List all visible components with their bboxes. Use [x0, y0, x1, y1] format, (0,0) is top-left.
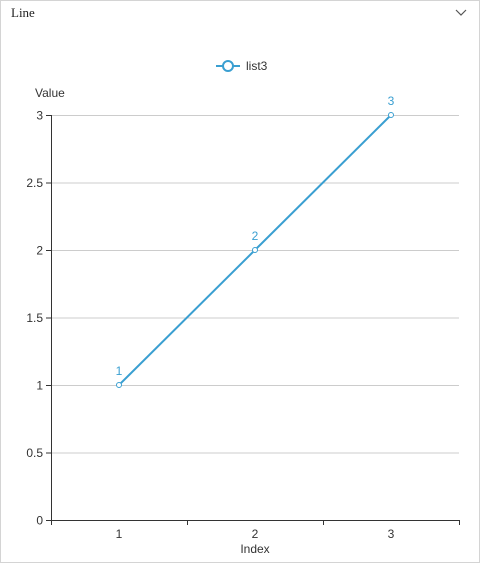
panel-title: Line: [11, 5, 35, 20]
y-tick-label: 1.5: [26, 311, 43, 325]
y-tick-label: 1: [36, 379, 43, 393]
x-tick-label: 2: [252, 527, 259, 541]
x-axis-title: Index: [240, 542, 269, 556]
axes: 0 0.5 1 1.5 2 2.5 3 1 2 3: [26, 109, 460, 541]
panel-header: Line: [1, 1, 479, 23]
legend-marker-circle: [222, 60, 234, 72]
data-point: [252, 247, 258, 253]
data-point: [116, 382, 122, 388]
data-label: 3: [388, 94, 395, 108]
data-label: 1: [116, 364, 123, 378]
data-label: 2: [252, 229, 259, 243]
legend-label-list3: list3: [246, 59, 268, 73]
x-tick-label: 1: [116, 527, 123, 541]
chevron-down-icon[interactable]: [453, 4, 469, 20]
y-tick-label: 2.5: [26, 176, 43, 190]
y-tick-label: 2: [36, 244, 43, 258]
y-tick-label: 0.5: [26, 446, 43, 460]
series-list3: 1 2 3: [116, 94, 395, 388]
y-tick-label: 3: [36, 109, 43, 123]
legend[interactable]: list3: [216, 59, 268, 73]
y-tick-label: 0: [36, 514, 43, 528]
y-axis-title: Value: [35, 86, 65, 100]
data-point: [388, 112, 394, 118]
grid-lines: [51, 115, 459, 454]
x-tick-label: 3: [388, 527, 395, 541]
